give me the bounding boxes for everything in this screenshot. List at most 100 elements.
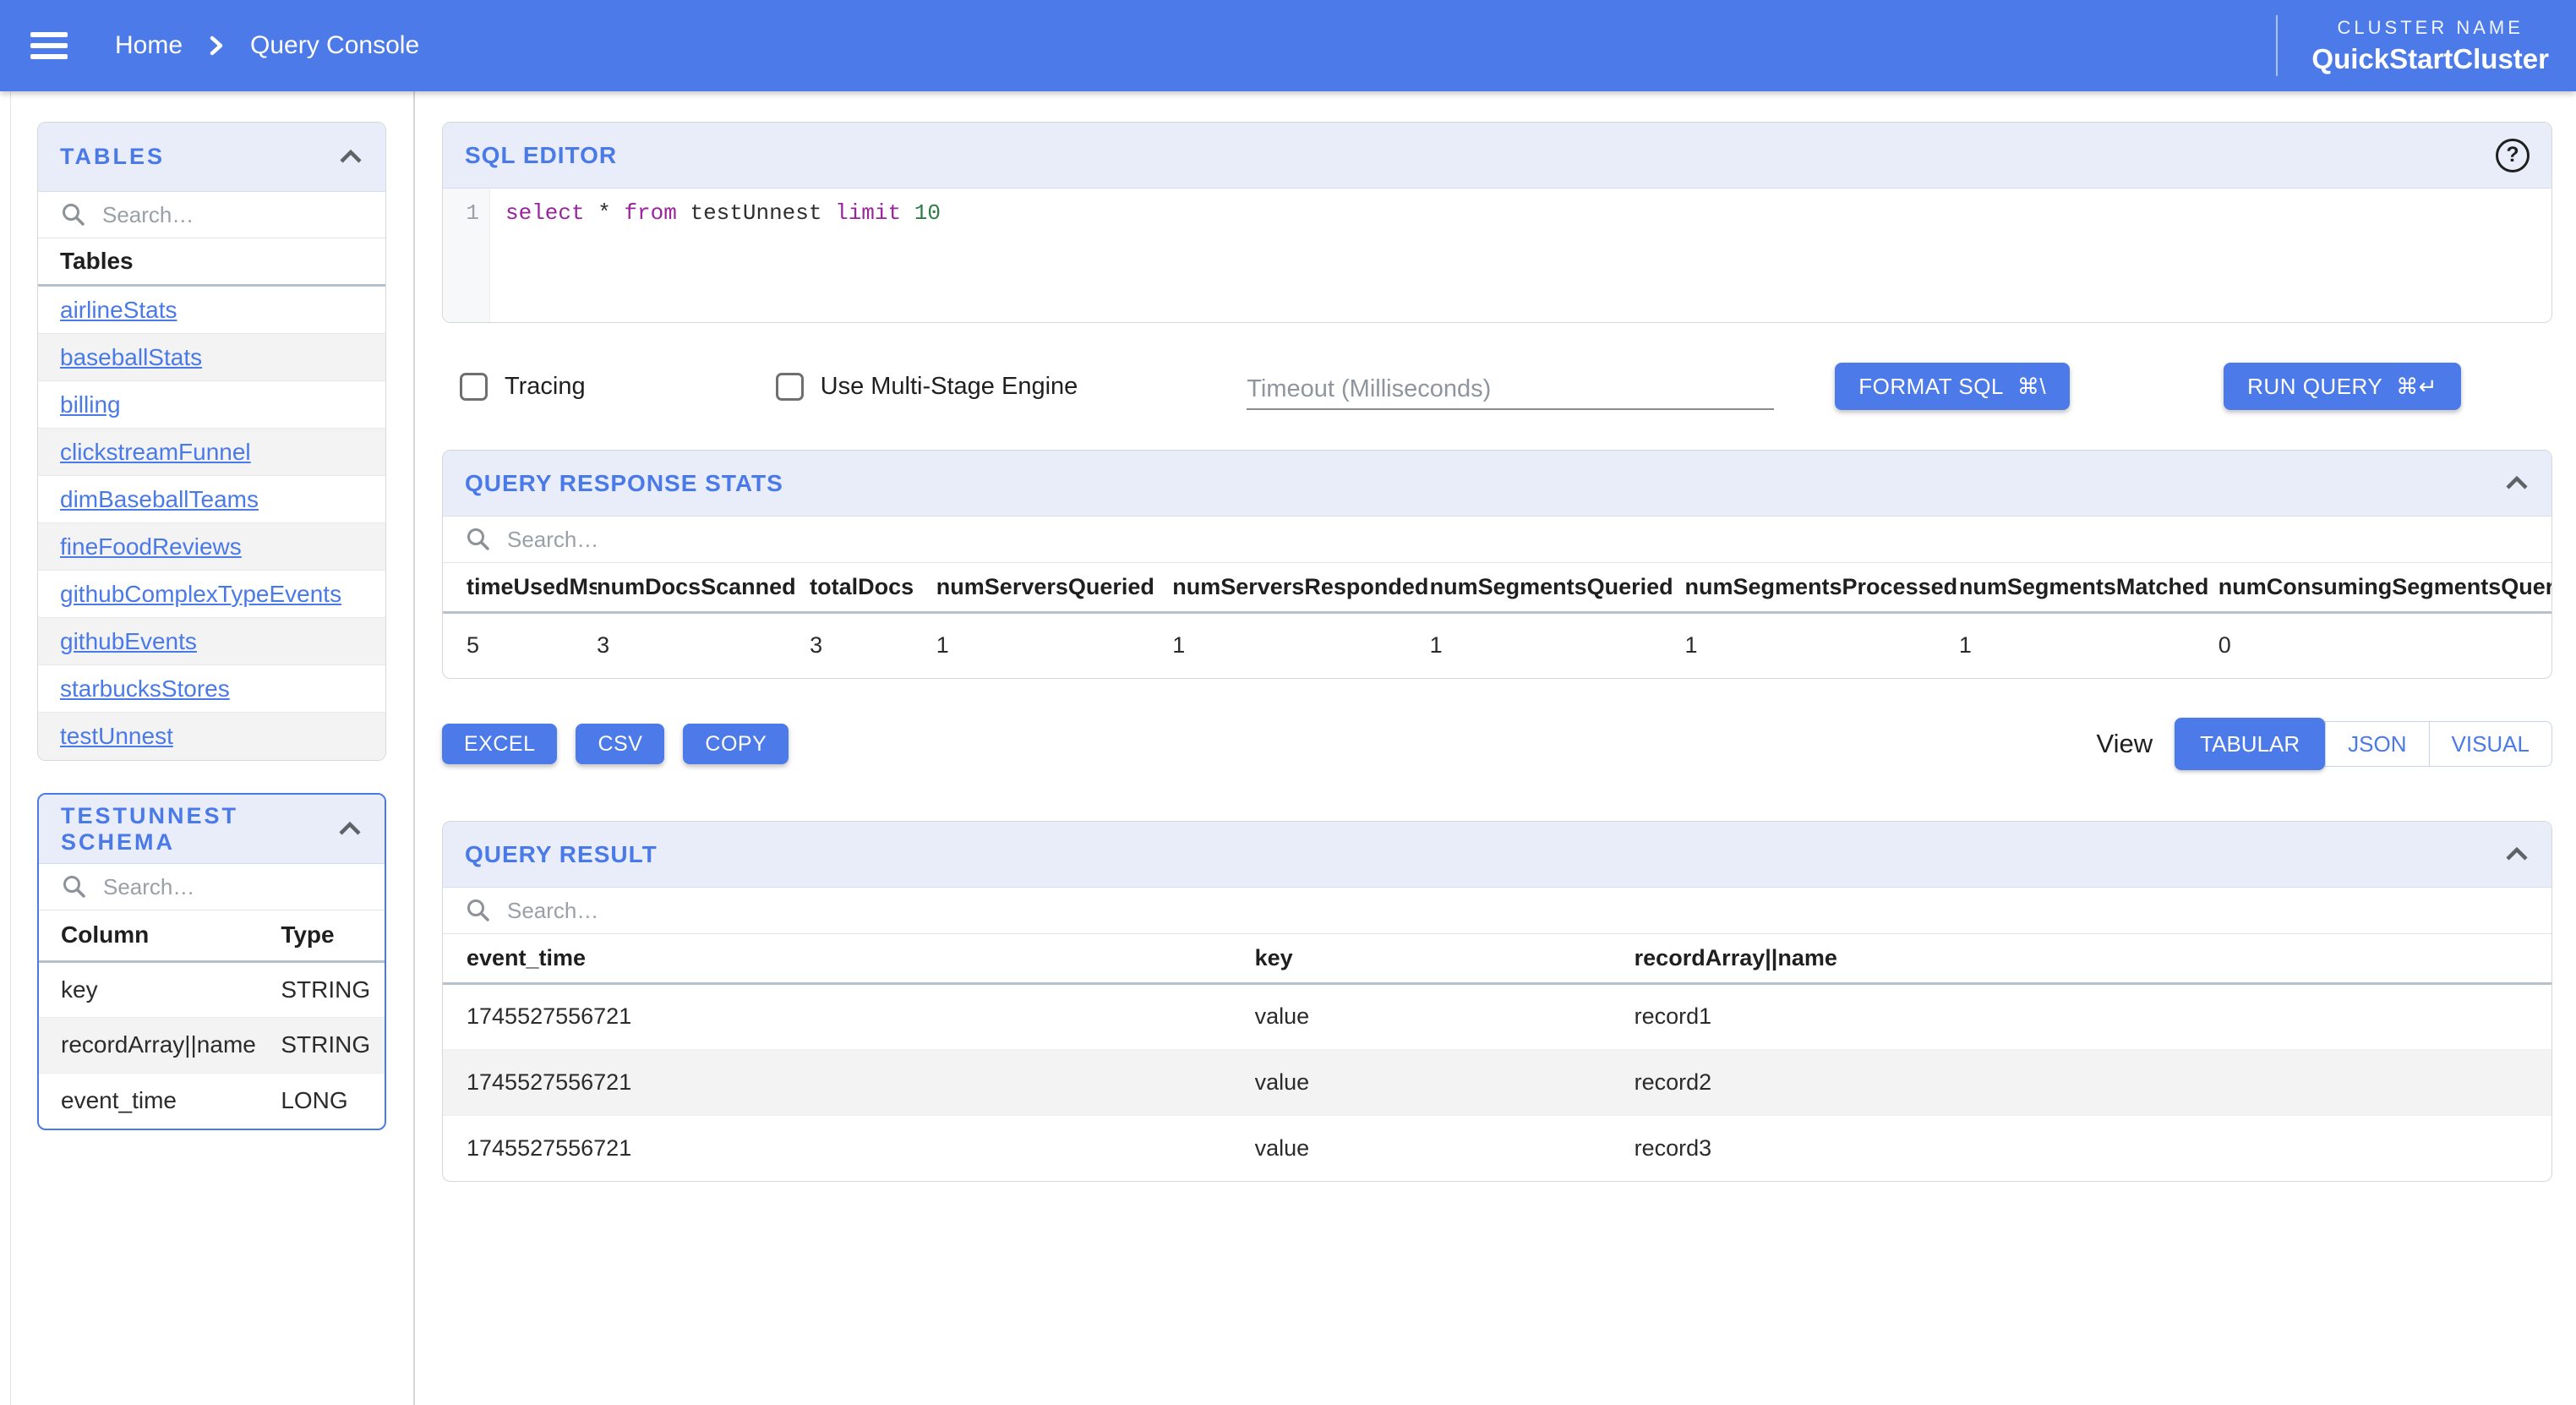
stats-value: 3 [810, 632, 823, 659]
export-bar: EXCEL CSV COPY View TABULAR JSON VISUAL [442, 718, 2552, 770]
sql-token: select [505, 200, 585, 226]
table-list-item: githubEvents [38, 618, 385, 665]
multistage-label: Use Multi-Stage Engine [820, 372, 1078, 400]
view-option-tabular[interactable]: TABULAR [2175, 718, 2326, 770]
schema-panel-title: TESTUNNEST SCHEMA [61, 802, 239, 855]
stats-collapse-button[interactable] [2504, 475, 2530, 492]
result-cell: record1 [1634, 983, 2551, 1050]
breadcrumb-home-link[interactable]: Home [115, 31, 183, 59]
table-link[interactable]: billing [60, 391, 121, 418]
table-list-item: billing [38, 381, 385, 429]
stats-panel: QUERY RESPONSE STATS timeUsedMsnumDocsSc… [442, 450, 2552, 679]
stats-panel-title: QUERY RESPONSE STATS [465, 469, 783, 496]
sql-token: from [624, 200, 677, 226]
view-toggle-group: TABULAR JSON VISUAL [2175, 718, 2552, 770]
stats-panel-header: QUERY RESPONSE STATS [443, 451, 2551, 517]
stats-value: 1 [1684, 632, 1698, 659]
schema-column-type: STRING [281, 961, 385, 1018]
schema-row: recordArray||name STRING [39, 1017, 385, 1074]
stats-column-header: numServersQueried [936, 563, 1173, 614]
result-cell: 1745527556721 [443, 983, 1255, 1050]
tracing-checkbox[interactable] [460, 372, 488, 401]
result-table: event_time key recordArray||name 174552755… [443, 934, 2551, 1181]
table-list-item: githubComplexTypeEvents [38, 571, 385, 618]
search-icon [467, 899, 489, 921]
search-icon [467, 528, 489, 550]
hamburger-menu-icon[interactable] [30, 32, 68, 59]
stats-column-header: totalDocs [810, 563, 936, 614]
table-link[interactable]: starbucksStores [60, 675, 230, 702]
stats-search-input[interactable] [507, 526, 2530, 553]
view-option-visual[interactable]: VISUAL [2428, 722, 2551, 766]
tables-panel-header: TABLES [38, 123, 385, 192]
query-controls: Tracing Use Multi-Stage Engine FORMAT SQ… [442, 362, 2552, 411]
chevron-up-icon [2506, 475, 2528, 489]
format-sql-button[interactable]: FORMAT SQL ⌘\ [1835, 363, 2071, 410]
schema-type-header: Type [281, 910, 385, 963]
schema-table: Column Type key STRING recordArray||name ST… [39, 910, 385, 1129]
result-panel: QUERY RESULT event_timekeyrecordArray||n… [442, 821, 2552, 1182]
run-query-button[interactable]: RUN QUERY ⌘↵ [2224, 363, 2461, 410]
multistage-checkbox[interactable] [775, 372, 804, 401]
csv-button[interactable]: CSV [576, 724, 665, 764]
table-link[interactable]: clickstreamFunnel [60, 438, 251, 465]
tables-search-input[interactable] [102, 201, 363, 228]
result-collapse-button[interactable] [2504, 846, 2530, 863]
sql-token: limit [835, 200, 902, 226]
schema-column-name: event_time [61, 1087, 177, 1114]
schema-collapse-button[interactable] [337, 821, 363, 838]
help-button[interactable]: ? [2496, 138, 2530, 172]
tables-panel-title: TABLES [60, 144, 165, 169]
sql-token [901, 200, 914, 226]
result-cell: 1745527556721 [467, 1134, 632, 1161]
sql-code-line[interactable]: select * from testUnnest limit 10 [490, 189, 941, 322]
table-list-item: dimBaseballTeams [38, 476, 385, 523]
schema-search-input[interactable] [103, 873, 363, 900]
app-header: Home Query Console CLUSTER NAME QuickSta… [0, 0, 2576, 91]
stats-value: 1 [1172, 632, 1186, 659]
excel-button[interactable]: EXCEL [442, 724, 558, 764]
table-link[interactable]: githubEvents [60, 627, 197, 654]
table-link[interactable]: githubComplexTypeEvents [60, 580, 342, 607]
sql-editor-body[interactable]: 1 select * from testUnnest limit 10 [443, 189, 2551, 322]
tracing-control: Tracing [460, 372, 586, 401]
result-search-input[interactable] [507, 897, 2530, 924]
sidebar-scroll-track [10, 91, 11, 1405]
tables-list: airlineStats baseballStats billing clickstr… [38, 287, 385, 760]
cluster-name-label: CLUSTER NAME [2337, 16, 2524, 38]
result-row: 1745527556721 value record3 [443, 1115, 2551, 1181]
timeout-field-wrap [1247, 363, 1775, 410]
tables-panel: TABLES Tables airlineStats baseballStats b… [37, 122, 386, 761]
result-row: 1745527556721 value record2 [443, 1049, 2551, 1116]
tables-search-row [38, 192, 385, 238]
table-link[interactable]: dimBaseballTeams [60, 485, 259, 512]
stats-search-row [443, 517, 2551, 563]
tables-list-header: Tables [38, 238, 385, 287]
sql-token: testUnnest [676, 200, 836, 226]
timeout-input[interactable] [1247, 375, 1775, 403]
table-link[interactable]: fineFoodReviews [60, 533, 242, 560]
chevron-up-icon [339, 821, 361, 835]
table-list-item: baseballStats [38, 334, 385, 381]
stats-table: timeUsedMs numDocsScanned totalDocs numServ… [443, 563, 2551, 678]
view-option-json[interactable]: JSON [2325, 722, 2429, 766]
schema-column-type: STRING [281, 1017, 385, 1074]
table-list-item: starbucksStores [38, 665, 385, 713]
copy-button[interactable]: COPY [683, 724, 789, 764]
stats-value: 0 [2218, 632, 2231, 659]
chevron-up-icon [2506, 846, 2528, 861]
sql-editor-header: SQL EDITOR ? [443, 123, 2551, 189]
stats-value: 5 [467, 632, 480, 659]
tables-collapse-button[interactable] [338, 149, 363, 166]
schema-search-row [39, 864, 385, 910]
table-link[interactable]: baseballStats [60, 343, 203, 370]
breadcrumb: Home Query Console [115, 31, 419, 60]
table-link[interactable]: airlineStats [60, 296, 177, 323]
stats-column-header: numServersResponded [1172, 563, 1430, 614]
table-link[interactable]: testUnnest [60, 723, 173, 749]
cluster-name-value: QuickStartCluster [2311, 42, 2549, 74]
result-column-header: recordArray||name [1634, 934, 2551, 985]
search-icon [63, 204, 85, 226]
chevron-right-icon [206, 32, 226, 59]
